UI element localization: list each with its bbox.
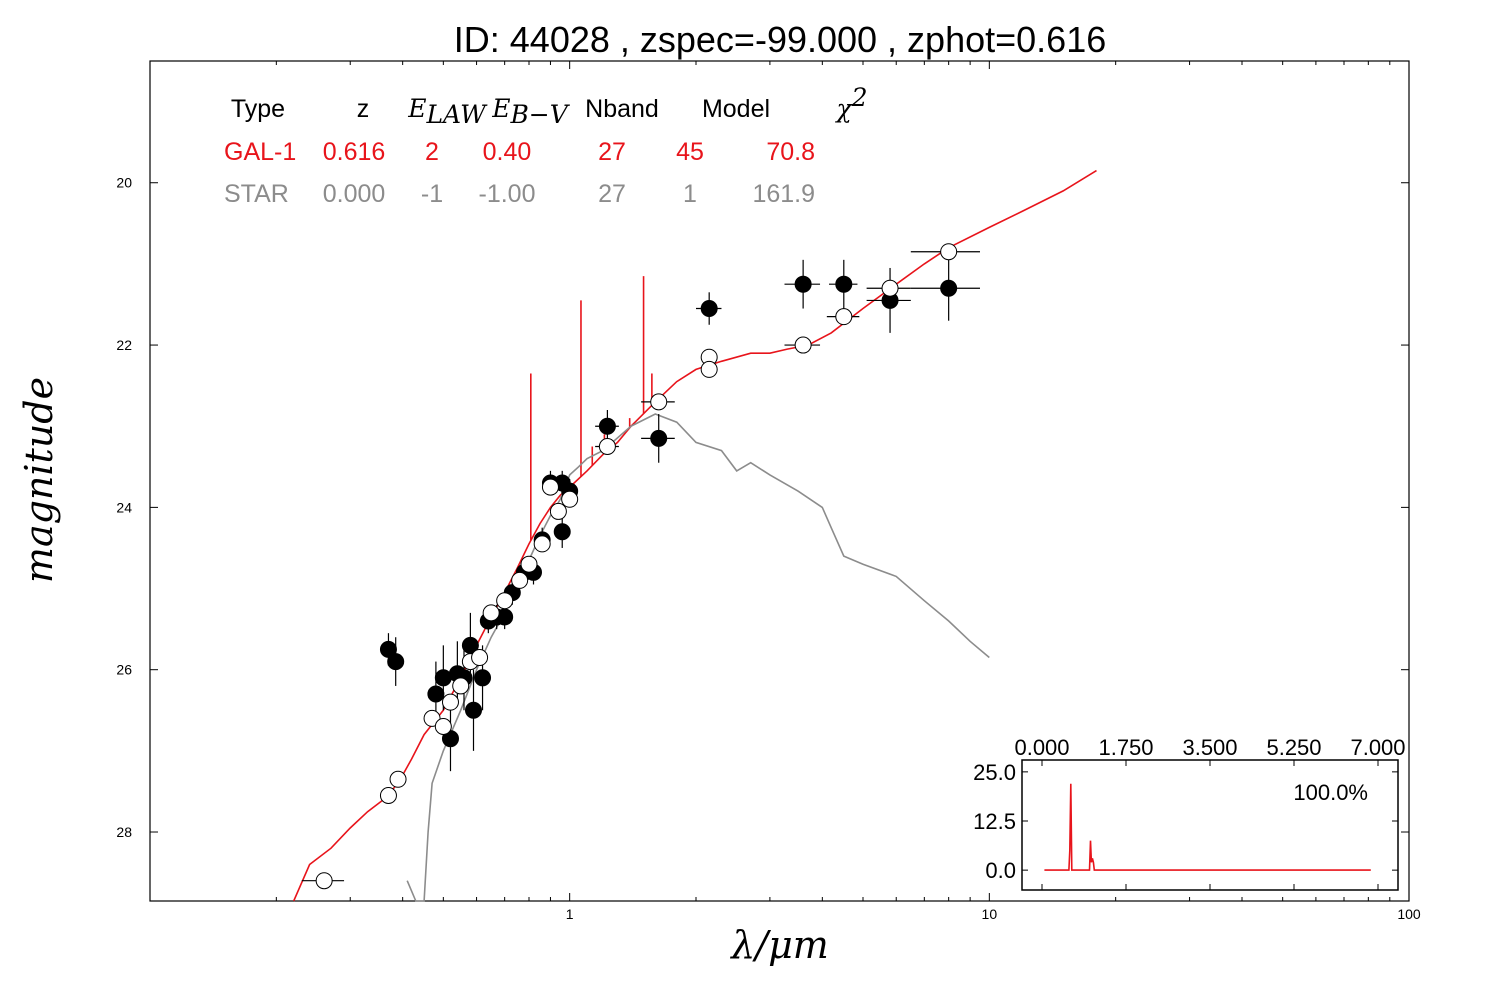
inset-y-tick-label: 0.0	[985, 858, 1016, 883]
inset-x-tick-label: 1.750	[1098, 735, 1153, 760]
table-header-chi2: χ2	[834, 83, 867, 123]
galaxy-template-curve	[292, 169, 1097, 902]
plot-frame	[149, 60, 1410, 902]
y-tick-label: 28	[116, 824, 132, 840]
photometry-points	[301, 243, 980, 890]
observed-point	[794, 275, 812, 293]
model-point	[650, 393, 668, 411]
y-tick-label: 24	[116, 499, 132, 515]
observed-point	[700, 300, 718, 318]
observed-point	[474, 669, 492, 687]
inset-content: 0.000 1.750 3.500 5.250 7.000 25.0 12.5 0.0	[973, 735, 1406, 890]
table-header-type: Type	[231, 95, 285, 123]
model-point	[881, 279, 899, 297]
inset-pdf-curve	[1044, 783, 1371, 871]
x-tick-label: 1	[566, 906, 574, 922]
inset-x-tick-label: 3.500	[1182, 735, 1237, 760]
x-tick-label: 10	[982, 906, 998, 922]
model-point	[379, 786, 397, 804]
chart-title: ID: 44028 , zspec=-99.000 , zphot=0.616	[454, 19, 1106, 60]
table-cell-z: 0.616	[323, 138, 386, 166]
table-cell-ebv: -1.00	[479, 180, 536, 208]
table-header-ebv: EB−V	[491, 94, 571, 129]
observed-point	[940, 279, 958, 297]
table-cell-model: 1	[683, 180, 697, 208]
redshift-pdf-inset: 0.000 1.750 3.500 5.250 7.000 25.0 12.5 0.0 100…	[973, 735, 1406, 891]
table-rows: GAL-1 0.616 2 0.40 27 45 70.8 STAR 0.000 -1 -1.00 2…	[224, 138, 815, 208]
observed-point	[427, 685, 445, 703]
inset-y-tick-label: 25.0	[973, 760, 1016, 785]
table-cell-type: STAR	[224, 180, 289, 208]
x-tick-label: 100	[1397, 906, 1421, 922]
model-point	[315, 872, 333, 890]
table-cell-type: GAL-1	[224, 138, 296, 166]
y-tick-label: 22	[116, 337, 132, 353]
table-header-z: z	[357, 95, 370, 123]
model-point	[441, 693, 459, 711]
model-point	[561, 490, 579, 508]
model-curves	[292, 169, 1097, 902]
table-cell-ebv: 0.40	[483, 138, 532, 166]
model-point	[434, 718, 452, 736]
table-header-elaw: ELAW	[407, 94, 488, 129]
model-point	[549, 502, 567, 520]
model-point	[389, 770, 407, 788]
observed-point	[650, 429, 668, 447]
star-template-curve	[406, 413, 990, 902]
x-axis-label: λ/μm	[729, 923, 829, 967]
y-tick-label: 26	[116, 662, 132, 678]
table-cell-model: 45	[676, 138, 704, 166]
model-point	[520, 555, 538, 573]
y-tick-label: 20	[116, 175, 132, 191]
model-point	[511, 571, 529, 589]
observed-point	[465, 701, 483, 719]
model-point	[452, 677, 470, 695]
inset-y-tick-label: 12.5	[973, 809, 1016, 834]
inset-x-tick-label: 7.000	[1350, 735, 1405, 760]
observed-point	[387, 653, 405, 671]
table-cell-elaw: -1	[421, 180, 443, 208]
model-point	[940, 243, 958, 261]
model-point	[835, 308, 853, 326]
inset-x-tick-label: 5.250	[1266, 735, 1321, 760]
table-cell-chi2: 161.9	[752, 180, 815, 208]
model-point	[471, 649, 489, 667]
table-header-nband: Nband	[585, 95, 659, 123]
model-point	[533, 535, 551, 553]
fit-table: Type z ELAW EB−V Nband Model χ2 GAL-1 0.6…	[224, 83, 868, 208]
model-point	[598, 438, 616, 456]
observed-point	[835, 275, 853, 293]
y-axis-label: magnitude	[17, 377, 61, 583]
model-point	[794, 336, 812, 354]
observed-point	[553, 523, 571, 541]
model-point	[700, 360, 718, 378]
inset-frame	[1021, 759, 1399, 891]
table-cell-chi2: 70.8	[766, 138, 815, 166]
model-point	[496, 592, 514, 610]
inset-x-tick-label: 0.000	[1014, 735, 1069, 760]
inset-label: 100.0%	[1293, 780, 1368, 805]
model-point	[541, 478, 559, 496]
observed-point	[598, 417, 616, 435]
table-cell-elaw: 2	[425, 138, 439, 166]
x-axis-ticks: 1 10 100	[275, 61, 1421, 922]
table-header-model: Model	[702, 95, 770, 123]
table-cell-nband: 27	[598, 180, 626, 208]
table-cell-z: 0.000	[323, 180, 386, 208]
table-cell-nband: 27	[598, 138, 626, 166]
model-point	[482, 604, 500, 622]
observed-point	[434, 669, 452, 687]
y-axis-ticks: 20 22 24 26 28	[116, 175, 1409, 840]
